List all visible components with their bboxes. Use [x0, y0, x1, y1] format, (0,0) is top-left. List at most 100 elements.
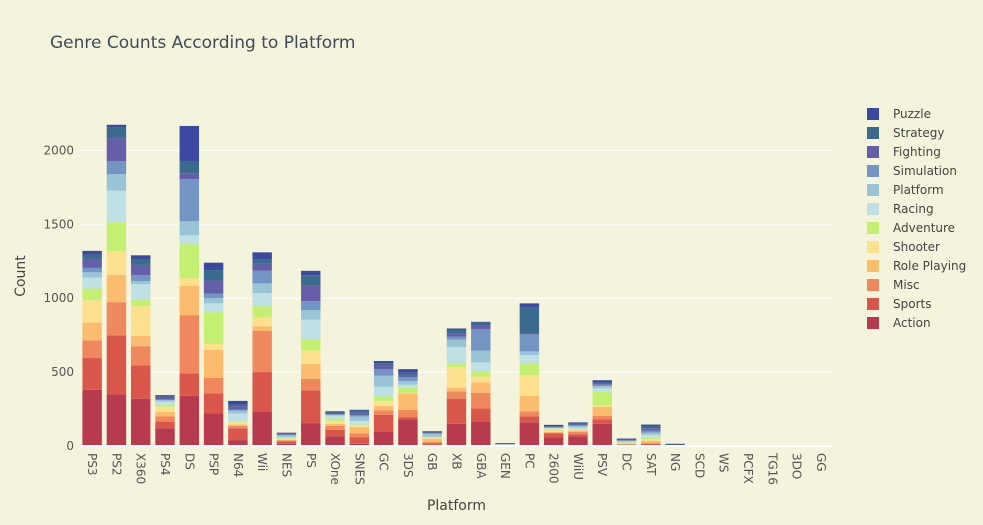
bar-segment[interactable]: [641, 439, 661, 441]
bar-segment[interactable]: [641, 437, 661, 440]
bar-segment[interactable]: [665, 443, 685, 445]
bar-segment[interactable]: [252, 270, 272, 284]
bar-segment[interactable]: [349, 420, 370, 425]
bar-segment[interactable]: [568, 424, 588, 426]
bar-segment[interactable]: [398, 419, 418, 446]
bar-segment[interactable]: [519, 411, 540, 417]
bar-segment[interactable]: [616, 442, 637, 444]
bar-segment[interactable]: [373, 386, 394, 397]
bar-segment[interactable]: [82, 322, 102, 341]
bar-segment[interactable]: [568, 423, 588, 425]
bar-segment[interactable]: [446, 366, 467, 388]
bar-segment[interactable]: [82, 254, 102, 259]
bar-segment[interactable]: [82, 259, 102, 268]
legend-label[interactable]: Misc: [893, 278, 920, 292]
bar-segment[interactable]: [398, 393, 418, 410]
bar-segment[interactable]: [131, 281, 151, 285]
bar-segment[interactable]: [276, 439, 297, 441]
bar-segment[interactable]: [422, 442, 442, 444]
bar-segment[interactable]: [422, 433, 442, 434]
bar-segment[interactable]: [301, 301, 321, 310]
legend-swatch[interactable]: [867, 279, 879, 291]
bar-segment[interactable]: [519, 375, 540, 396]
legend-swatch[interactable]: [867, 127, 879, 139]
bar-segment[interactable]: [349, 410, 370, 413]
bar-segment[interactable]: [155, 416, 175, 422]
bar-segment[interactable]: [446, 336, 467, 340]
bar-segment[interactable]: [276, 440, 297, 442]
bar-segment[interactable]: [82, 288, 102, 301]
bar-segment[interactable]: [568, 426, 588, 428]
bar-segment[interactable]: [349, 437, 370, 444]
bar-segment[interactable]: [568, 429, 588, 430]
legend-label[interactable]: Shooter: [893, 240, 940, 254]
bar-segment[interactable]: [641, 424, 661, 427]
bar-segment[interactable]: [349, 443, 370, 446]
bar-segment[interactable]: [155, 401, 175, 405]
bar-segment[interactable]: [106, 394, 127, 446]
bar-segment[interactable]: [616, 444, 637, 445]
bar-segment[interactable]: [228, 410, 248, 414]
bar-segment[interactable]: [519, 333, 540, 335]
bar-segment[interactable]: [131, 365, 151, 399]
bar-segment[interactable]: [616, 438, 637, 440]
bar-segment[interactable]: [519, 303, 540, 308]
bar-segment[interactable]: [373, 431, 394, 446]
bar-segment[interactable]: [276, 441, 297, 444]
bar-segment[interactable]: [373, 375, 394, 387]
bar-segment[interactable]: [398, 375, 418, 378]
bar-segment[interactable]: [179, 244, 200, 279]
bar-segment[interactable]: [325, 420, 345, 424]
bar-segment[interactable]: [203, 312, 224, 344]
bar-segment[interactable]: [373, 361, 394, 364]
bar-segment[interactable]: [228, 426, 248, 429]
bar-segment[interactable]: [349, 426, 370, 434]
bar-segment[interactable]: [422, 439, 442, 443]
bar-segment[interactable]: [301, 339, 321, 351]
legend-swatch[interactable]: [867, 165, 879, 177]
bar-segment[interactable]: [543, 426, 564, 428]
bar-segment[interactable]: [616, 441, 637, 443]
bar-segment[interactable]: [276, 435, 297, 437]
bar-segment[interactable]: [325, 436, 345, 446]
bar-segment[interactable]: [471, 382, 491, 393]
bar-segment[interactable]: [446, 333, 467, 337]
bar-segment[interactable]: [276, 432, 297, 434]
bar-segment[interactable]: [179, 125, 200, 162]
bar-segment[interactable]: [592, 423, 612, 446]
legend-label[interactable]: Strategy: [893, 126, 944, 140]
bar-segment[interactable]: [349, 424, 370, 426]
bar-segment[interactable]: [106, 138, 127, 161]
bar-segment[interactable]: [592, 383, 612, 385]
bar-segment[interactable]: [543, 428, 564, 430]
bar-segment[interactable]: [495, 444, 515, 445]
bar-segment[interactable]: [616, 440, 637, 442]
bar-segment[interactable]: [228, 440, 248, 446]
bar-segment[interactable]: [252, 372, 272, 412]
bar-segment[interactable]: [131, 299, 151, 307]
bar-segment[interactable]: [641, 443, 661, 446]
bar-segment[interactable]: [155, 428, 175, 446]
bar-segment[interactable]: [446, 391, 467, 399]
bar-segment[interactable]: [616, 443, 637, 445]
bar-segment[interactable]: [325, 426, 345, 430]
bar-segment[interactable]: [471, 321, 491, 323]
bar-segment[interactable]: [131, 346, 151, 366]
bar-segment[interactable]: [155, 412, 175, 417]
legend-label[interactable]: Racing: [893, 202, 934, 216]
bar-segment[interactable]: [471, 325, 491, 330]
bar-segment[interactable]: [349, 412, 370, 415]
bar-segment[interactable]: [203, 349, 224, 378]
bar-segment[interactable]: [543, 432, 564, 434]
bar-segment[interactable]: [301, 363, 321, 379]
bar-segment[interactable]: [616, 444, 637, 446]
bar-segment[interactable]: [422, 436, 442, 438]
bar-segment[interactable]: [276, 443, 297, 446]
bar-segment[interactable]: [203, 393, 224, 414]
bar-segment[interactable]: [543, 426, 564, 427]
bar-segment[interactable]: [568, 430, 588, 432]
bar-segment[interactable]: [155, 396, 175, 400]
bar-segment[interactable]: [641, 434, 661, 438]
bar-segment[interactable]: [203, 298, 224, 304]
bar-segment[interactable]: [228, 413, 248, 422]
